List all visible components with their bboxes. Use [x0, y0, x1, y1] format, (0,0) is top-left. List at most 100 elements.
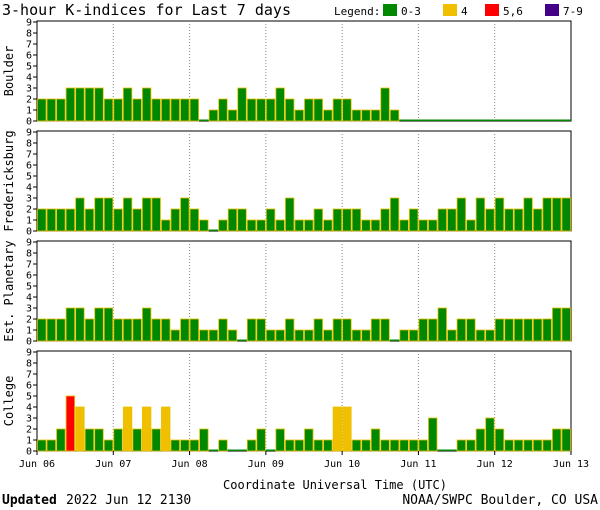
panel-label-college: College — [2, 376, 16, 427]
bar — [332, 98, 343, 122]
bar — [94, 87, 104, 122]
bar — [275, 329, 285, 342]
bar — [494, 197, 505, 232]
bar — [237, 449, 247, 451]
bar — [46, 318, 56, 342]
bar — [561, 428, 571, 452]
bar — [418, 439, 428, 452]
y-tick-label: 7 — [26, 40, 32, 51]
bar — [218, 439, 228, 452]
bar — [361, 439, 371, 452]
bar — [246, 318, 257, 342]
bar — [170, 439, 180, 452]
bar — [294, 439, 304, 452]
bar — [380, 439, 390, 452]
legend-swatch-5-6 — [485, 4, 499, 16]
y-tick-label: 8 — [26, 29, 32, 40]
bar — [265, 449, 276, 451]
bar — [418, 219, 428, 232]
bar — [323, 109, 333, 122]
bar — [561, 307, 571, 342]
x-tick-label: Jun 09 — [248, 459, 284, 470]
bar — [370, 219, 381, 232]
bar — [323, 219, 333, 232]
bar — [361, 109, 371, 122]
bar — [84, 87, 95, 122]
x-tick-label: Jun 12 — [477, 459, 513, 470]
bar — [122, 318, 133, 342]
bar — [494, 428, 505, 452]
bar — [37, 439, 47, 452]
bar — [218, 219, 228, 232]
bar — [180, 98, 190, 122]
bar — [475, 197, 486, 232]
bar — [437, 119, 448, 121]
bar — [122, 197, 133, 232]
bar — [542, 119, 552, 121]
bar — [141, 307, 152, 342]
bar — [294, 109, 304, 122]
bar — [542, 439, 552, 452]
y-tick-label: 9 — [26, 348, 32, 359]
bar — [332, 208, 343, 232]
bar — [437, 208, 447, 232]
bar — [170, 98, 180, 122]
bar — [84, 208, 95, 232]
bar — [447, 449, 457, 451]
bar — [408, 439, 419, 452]
y-tick-label: 3 — [26, 414, 32, 425]
bar — [380, 318, 390, 342]
y-tick-label: 8 — [26, 249, 32, 260]
credit-text: NOAA/SWPC Boulder, CO USA — [402, 493, 598, 508]
bar — [399, 119, 409, 121]
bar — [275, 219, 285, 232]
y-tick-label: 6 — [26, 51, 32, 62]
bar — [504, 119, 514, 121]
bar — [437, 449, 448, 451]
legend-text-7-9: 7-9 — [563, 5, 583, 18]
y-tick-label: 8 — [26, 139, 32, 150]
bar — [65, 87, 76, 122]
panel-label-fredericksburg: Fredericksburg — [2, 130, 16, 231]
bar — [504, 439, 514, 452]
bar — [189, 439, 200, 452]
bar — [65, 208, 76, 232]
bar — [561, 119, 571, 121]
legend-text-0-3: 0-3 — [401, 5, 421, 18]
bar — [332, 406, 343, 452]
bar — [342, 406, 352, 452]
bar — [380, 208, 390, 232]
bar — [456, 197, 467, 232]
bar — [199, 329, 209, 342]
bar — [399, 219, 409, 232]
y-tick-label: 1 — [26, 216, 32, 227]
bar — [504, 208, 514, 232]
x-axis-label: Coordinate Universal Time (UTC) — [223, 478, 447, 492]
bar — [456, 318, 467, 342]
bar — [389, 197, 400, 232]
bar — [380, 87, 390, 122]
bar — [504, 318, 514, 342]
bar — [103, 439, 114, 452]
bar — [161, 219, 171, 232]
bar — [532, 208, 543, 232]
bar — [103, 197, 114, 232]
bar — [65, 395, 76, 452]
bar — [370, 428, 381, 452]
y-tick-label: 2 — [26, 95, 32, 106]
bar — [466, 119, 476, 121]
bar — [46, 439, 56, 452]
bar — [447, 208, 457, 232]
bar — [170, 329, 180, 342]
y-tick-label: 4 — [26, 293, 32, 304]
bar — [389, 439, 400, 452]
bar — [151, 197, 161, 232]
bar — [56, 208, 66, 232]
bar — [418, 318, 428, 342]
bar — [265, 208, 276, 232]
legend-text-4: 4 — [461, 5, 468, 18]
bar — [275, 87, 285, 122]
bar — [180, 318, 190, 342]
y-tick-label: 0 — [26, 337, 32, 348]
